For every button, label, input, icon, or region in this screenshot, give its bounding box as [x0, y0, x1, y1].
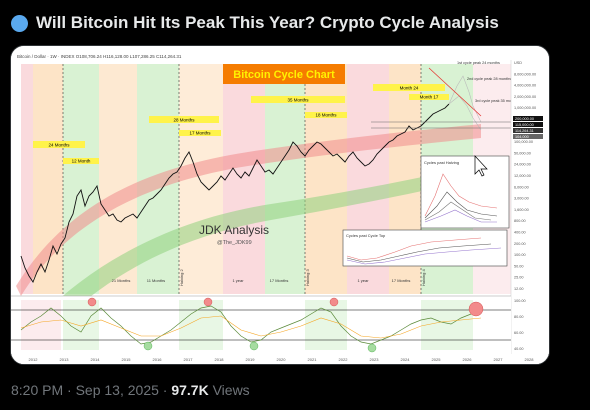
price-tag: 200,000.00 — [515, 117, 534, 121]
price-tag: 115,000.00 — [515, 123, 534, 127]
months-labels: 24 Months 12 Month 28 Months 17 Months 3… — [33, 84, 449, 164]
y-tick-label: 12,000.00 — [514, 174, 531, 178]
btc-price-line — [20, 103, 450, 283]
x-tick-label: 2017 — [184, 357, 194, 362]
x-tick-label: 2024 — [401, 357, 411, 362]
right-note: 2nd cycle peak 28 months — [467, 77, 511, 81]
x-tick-label: 2015 — [122, 357, 132, 362]
x-tick-label: 2027 — [494, 357, 504, 362]
price-tags: 200,000.00 115,000.00 114,264.31 104,000 — [513, 116, 543, 139]
bottom-labels: 21 Months 11 Months 1 year 17 Months 1 y… — [112, 278, 411, 283]
separator: · — [67, 382, 72, 398]
months-label: 12 Month — [72, 159, 91, 164]
y-tick-label: 4,000,000.00 — [514, 84, 536, 88]
views-label: Views — [212, 382, 250, 398]
y-tick-label: 400.00 — [514, 231, 526, 235]
chart-header-text: Bitcoin / Dollar · 1W · INDEX O108,706.2… — [17, 54, 182, 59]
months-label: 18 Months — [315, 113, 337, 118]
osc-tick-label: 100.00 — [514, 299, 526, 303]
inset1-title: Cycles past Halving — [424, 160, 459, 165]
months-label: 24 Months — [48, 143, 70, 148]
chart-title: Bitcoin Cycle Chart — [233, 69, 335, 81]
bottom-label: 17 Months — [270, 278, 289, 283]
months-label: 28 Months — [173, 118, 195, 123]
halving-label: Halving 3 — [305, 269, 310, 286]
x-tick-label: 2028 — [525, 357, 535, 362]
right-note: 3rd cycle peak 35 months — [475, 99, 518, 103]
red-diagonal-line — [428, 67, 482, 117]
osc-tick-label: 40.00 — [514, 347, 524, 351]
osc-tick-label: 60.00 — [514, 331, 524, 335]
upper-red-band — [16, 124, 481, 296]
y-tick-label: 8,000,000.00 — [514, 72, 536, 76]
bottom-label: 11 Months — [147, 278, 165, 283]
price-tag: 114,264.31 — [515, 129, 534, 133]
post-media-image[interactable]: Bitcoin / Dollar · 1W · INDEX O108,706.2… — [10, 45, 550, 365]
y-tick-label: 50,000.00 — [514, 151, 531, 155]
y-tick-label: 50.00 — [514, 264, 524, 268]
y-tick-label: 100,000.00 — [514, 140, 533, 144]
halving-labels: Halving 2 Halving 3 Halving 4 — [179, 269, 426, 286]
post-header: Will Bitcoin Hit Its Peak This Year? Cry… — [11, 10, 499, 36]
view-count: 97.7K — [171, 382, 209, 398]
price-tag: 104,000 — [515, 135, 529, 139]
x-tick-label: 2023 — [370, 357, 380, 362]
x-tick-label: 2016 — [153, 357, 163, 362]
y-tick-label: 12.00 — [514, 287, 524, 291]
right-axis-bg — [511, 60, 549, 356]
chart-title-box — [223, 64, 345, 84]
projection-line-1 — [448, 75, 482, 123]
x-tick-label: 2012 — [29, 357, 39, 362]
post-meta: 8:20 PM · Sep 13, 2025 · 97.7K Views — [11, 382, 250, 398]
watermark-text: JDK Analysis — [199, 223, 269, 237]
x-tick-label: 2013 — [60, 357, 70, 362]
bottom-label: 21 Months — [112, 278, 131, 283]
post-title: Will Bitcoin Hit Its Peak This Year? Cry… — [36, 13, 499, 32]
x-tick-label: 2021 — [308, 357, 318, 362]
bottom-label: 1 year — [232, 278, 244, 283]
x-axis-ticks: 2012 2013 2014 2015 2016 2017 2018 2019 2020 2021… — [29, 357, 535, 362]
inset-cycles-past-halving: Cycles past Halving — [420, 155, 510, 229]
y-tick-label: 25.00 — [514, 276, 524, 280]
y-tick-label: 1,600.00 — [514, 208, 529, 212]
halving-label: Halving 4 — [421, 269, 426, 286]
watermark-handle: @The_JDK99 — [217, 240, 252, 246]
separator: · — [162, 382, 168, 398]
x-tick-label: 2020 — [277, 357, 287, 362]
y-tick-label: 100.00 — [514, 253, 526, 257]
bottom-label: 1 year — [357, 278, 369, 283]
osc-tick-label: 80.00 — [514, 315, 524, 319]
post-time[interactable]: 8:20 PM — [11, 382, 64, 398]
x-axis-bg — [11, 354, 549, 364]
halving-label: Halving 2 — [179, 269, 184, 286]
bottom-label: 17 Months — [392, 278, 411, 283]
bitcoin-cycle-chart: Bitcoin / Dollar · 1W · INDEX O108,706.2… — [11, 46, 549, 364]
x-tick-label: 2022 — [339, 357, 349, 362]
x-tick-label: 2014 — [91, 357, 101, 362]
post-date[interactable]: Sep 13, 2025 — [75, 382, 159, 398]
months-label: Month 24 — [400, 86, 419, 91]
mouse-cursor-icon — [474, 155, 488, 177]
y-tick-label: 1,000,000.00 — [514, 106, 536, 110]
months-label: 35 Months — [287, 98, 309, 103]
x-tick-label: 2025 — [432, 357, 442, 362]
y-tick-label: 24,000.00 — [514, 163, 531, 167]
y-tick-label: USD — [514, 61, 522, 65]
y-tick-label: 6,000.00 — [514, 185, 529, 189]
x-tick-label: 2026 — [463, 357, 473, 362]
oscillator-pane: 100.00 80.00 60.00 40.00 — [11, 295, 526, 354]
right-note: 1st cycle peak 24 months — [457, 61, 500, 65]
y-tick-label: 2,000,000.00 — [514, 95, 536, 99]
x-tick-label: 2018 — [215, 357, 225, 362]
months-label: Month 17 — [420, 95, 439, 100]
right-notes: 1st cycle peak 24 months 2nd cycle peak … — [457, 61, 518, 103]
inset-cycles-past-top: Cycles past Cycle Top — [342, 229, 508, 267]
blue-circle-icon — [11, 14, 28, 32]
months-label: 17 Months — [189, 131, 211, 136]
x-tick-label: 2019 — [246, 357, 256, 362]
y-tick-label: 200.00 — [514, 242, 526, 246]
y-tick-label: 3,000.00 — [514, 197, 529, 201]
inset2-title: Cycles past Cycle Top — [346, 233, 386, 238]
y-tick-label: 800.00 — [514, 219, 526, 223]
